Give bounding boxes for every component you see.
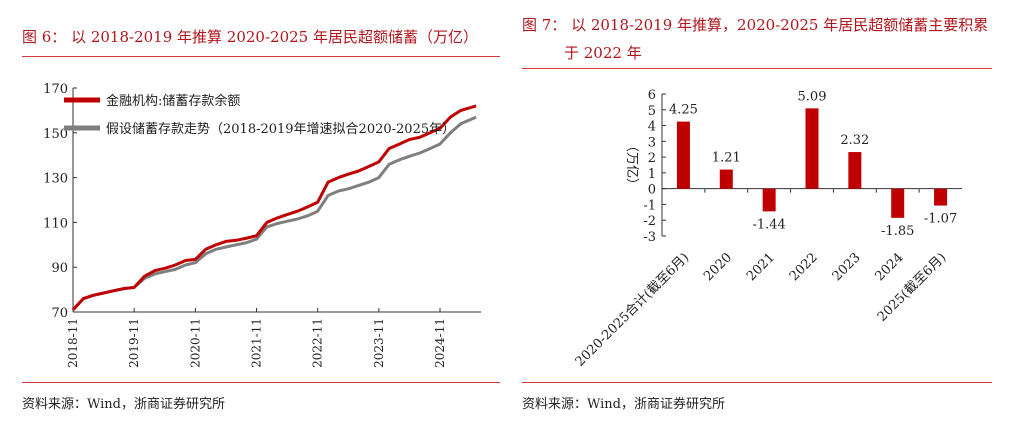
- x-tick-label: 2023-11: [372, 318, 386, 368]
- data-label: -1.85: [881, 224, 914, 239]
- x-tick-label: 2022-11: [311, 318, 325, 368]
- category-label: 2021: [744, 250, 778, 284]
- data-label: 5.09: [798, 89, 827, 104]
- y-tick-label: 170: [43, 82, 68, 97]
- y-tick-label: 110: [43, 216, 68, 231]
- legend-label: 假设储蓄存款走势（2018-2019年增速拟合2020-2025年）: [106, 121, 455, 137]
- y-tick-label: -1: [643, 198, 656, 213]
- y-tick-label: -2: [643, 214, 656, 229]
- y-tick-label: 150: [43, 127, 68, 142]
- category-label: 2024: [873, 250, 907, 284]
- y-axis-label: （万亿）: [624, 139, 639, 191]
- y-tick-label: 90: [51, 261, 68, 276]
- y-tick-label: 5: [648, 104, 656, 119]
- y-tick-label: -3: [643, 230, 656, 245]
- series-assumed-trend-line: [71, 115, 477, 311]
- figure-7-title-line1: 图 7： 以 2018-2019 年推算，2020-2025 年居民超额储蓄主要…: [522, 16, 989, 34]
- figure-6-source: 资料来源：Wind，浙商证券研究所: [22, 397, 225, 412]
- bar: [891, 188, 905, 218]
- y-tick-label: 2: [648, 151, 656, 166]
- figure-7-source: 资料来源：Wind，浙商证券研究所: [522, 397, 725, 412]
- y-tick-label: 130: [43, 172, 68, 187]
- bar: [805, 108, 819, 189]
- x-tick-label: 2019-11: [127, 318, 141, 368]
- category-label: 2020-2025合计(截至6月): [573, 250, 692, 369]
- figure-7-panel: 图 7： 以 2018-2019 年推算，2020-2025 年居民超额储蓄主要…: [516, 0, 1024, 429]
- data-label: -1.07: [924, 212, 957, 227]
- figure-6-panel: 图 6： 以 2018-2019 年推算 2020-2025 年居民超额储蓄（万…: [0, 0, 500, 429]
- x-tick-label: 2024-11: [433, 318, 447, 368]
- x-tick-label: 2021-11: [250, 318, 264, 368]
- data-label: 1.21: [712, 151, 741, 166]
- figure-6-title-rule: [22, 56, 500, 57]
- figure-7-footer-rule: [522, 382, 992, 383]
- y-tick-label: 70: [51, 306, 68, 321]
- figure-7-title-line2: 于 2022 年: [564, 44, 642, 62]
- bar: [934, 188, 948, 206]
- y-tick-label: 1: [648, 167, 656, 182]
- bar: [676, 121, 690, 189]
- bar: [848, 152, 862, 189]
- y-tick-label: 3: [648, 135, 656, 150]
- y-tick-label: 4: [648, 120, 656, 135]
- data-label: 4.25: [669, 103, 698, 118]
- figure-7-title-rule: [522, 68, 992, 69]
- line-chart: 70 90 110 130 150 170 2018-11 2019-11 2020-11 202…: [43, 82, 481, 368]
- data-label: 2.32: [840, 133, 869, 148]
- y-tick-label: 6: [648, 88, 656, 103]
- category-label: 2023: [830, 250, 864, 284]
- legend-label: 金融机构:储蓄存款余额: [106, 93, 240, 109]
- x-tick-label: 2018-11: [66, 318, 80, 368]
- x-tick-label: 2020-11: [188, 318, 202, 368]
- data-label: -1.44: [752, 217, 785, 232]
- category-label: 2022: [787, 250, 821, 284]
- bar: [762, 188, 776, 212]
- figure-6-footer-rule: [22, 382, 500, 383]
- figure-6-title: 图 6： 以 2018-2019 年推算 2020-2025 年居民超额储蓄（万…: [22, 28, 478, 46]
- category-label: 2020: [701, 250, 735, 284]
- series-savings-deposits-line: [71, 104, 477, 311]
- bar: [719, 169, 733, 189]
- y-tick-label: 0: [648, 183, 656, 198]
